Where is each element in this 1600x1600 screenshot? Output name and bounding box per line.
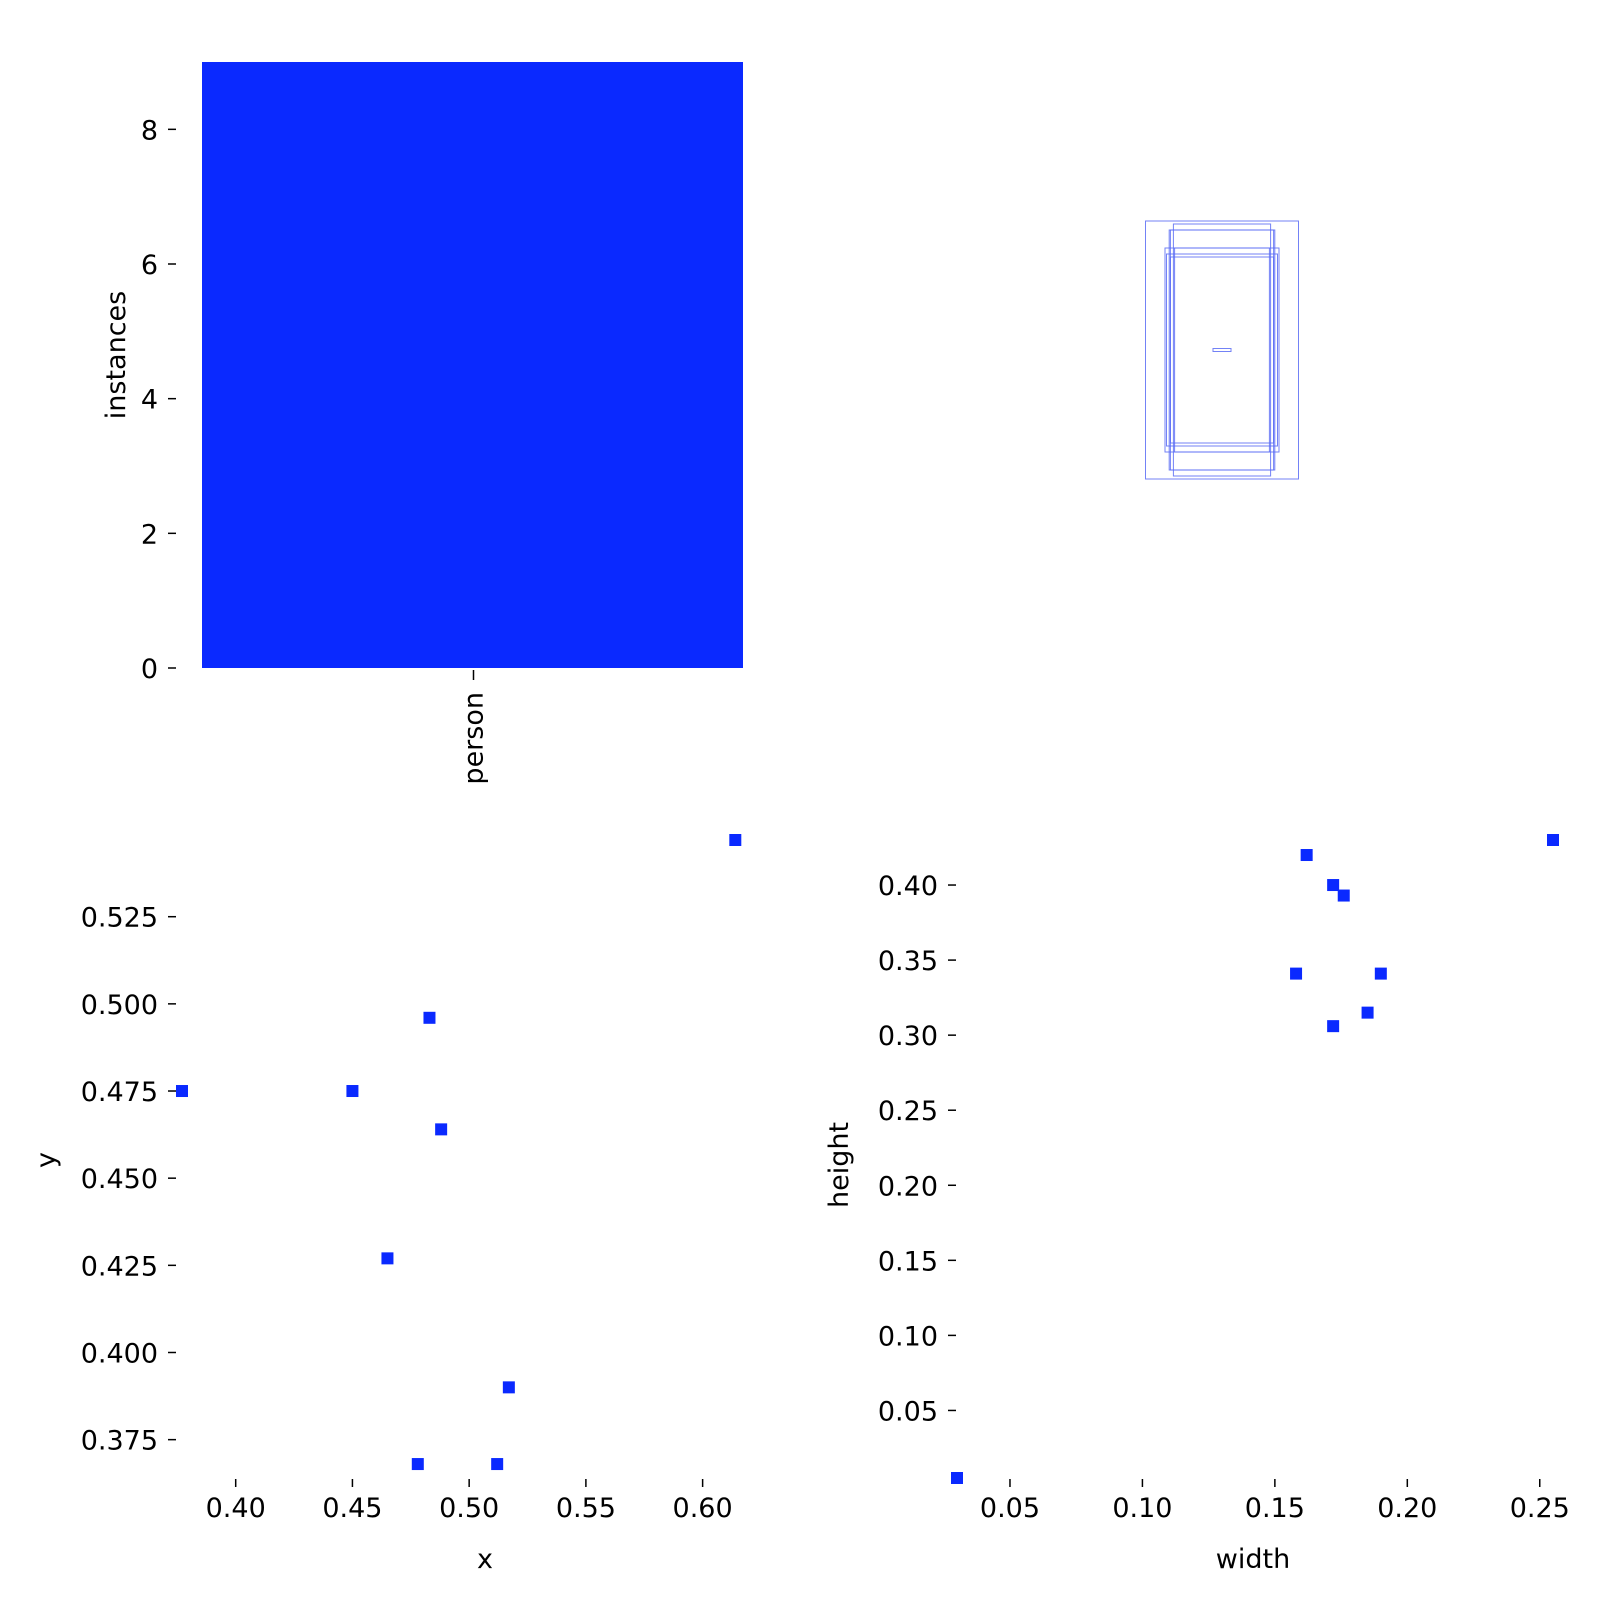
x-tick-label: 0.45 — [322, 1493, 382, 1524]
data-point — [729, 834, 742, 846]
x-tick-label: 0.05 — [980, 1493, 1040, 1524]
y-tick-label: 0.475 — [81, 1077, 158, 1108]
y-tick-label: 0.30 — [878, 1021, 938, 1052]
x-axis-label: x — [477, 1544, 493, 1575]
data-point — [346, 1085, 359, 1098]
data-point — [1327, 879, 1340, 892]
bar-person — [202, 62, 743, 668]
data-point — [1300, 849, 1313, 862]
y-tick-label: 0.25 — [878, 1096, 938, 1127]
y-tick-label: 8 — [141, 115, 158, 146]
x-axis-label: width — [1216, 1544, 1290, 1575]
y-tick-label: 4 — [141, 385, 158, 416]
y-axis-label: y — [31, 1152, 62, 1168]
y-axis-label: instances — [101, 291, 132, 419]
y-tick-label: 0.450 — [81, 1164, 158, 1195]
data-point — [1290, 967, 1303, 980]
data-point — [176, 1085, 188, 1098]
data-point — [1361, 1006, 1374, 1019]
y-tick-label: 0.10 — [878, 1321, 938, 1352]
label-box — [1164, 247, 1280, 453]
label-box — [1172, 223, 1272, 477]
width-height-scatter-chart: 0.05 0.10 0.15 0.20 0.25 0.30 0.35 0.40 0.05 0.10… — [824, 834, 1570, 1575]
label-box — [1169, 229, 1275, 471]
data-point — [411, 1458, 424, 1471]
label-box — [1169, 256, 1275, 444]
x-tick-label: 0.40 — [206, 1493, 266, 1524]
xy-scatter-chart: 0.375 0.400 0.425 0.450 0.475 0.500 0.525 0.40 0… — [31, 834, 742, 1575]
x-tick-label: 0.20 — [1377, 1493, 1437, 1524]
label-box — [1166, 253, 1278, 447]
data-point — [423, 1011, 436, 1024]
x-tick-label: person — [459, 692, 490, 785]
y-tick-label: 6 — [141, 250, 158, 281]
data-point — [381, 1252, 394, 1265]
data-point — [1327, 1020, 1340, 1033]
data-point — [1374, 967, 1387, 980]
box-overlay-chart — [1145, 220, 1299, 480]
x-tick-label: 0.10 — [1112, 1493, 1172, 1524]
y-tick-label: 0.500 — [81, 990, 158, 1021]
data-point — [491, 1458, 504, 1471]
y-tick-label: 0 — [141, 654, 158, 685]
y-tick-label: 0.525 — [81, 903, 158, 934]
y-tick-label: 0.425 — [81, 1251, 158, 1282]
y-tick-label: 0.400 — [81, 1338, 158, 1369]
data-point — [951, 1472, 963, 1484]
data-point — [502, 1381, 515, 1394]
y-tick-label: 0.35 — [878, 946, 938, 977]
label-box — [1212, 348, 1232, 352]
x-tick-label: 0.60 — [673, 1493, 733, 1524]
x-tick-label: 0.15 — [1245, 1493, 1305, 1524]
x-tick-label: 0.50 — [439, 1493, 499, 1524]
y-tick-label: 0.20 — [878, 1171, 938, 1202]
y-axis-label: height — [824, 1122, 855, 1208]
instances-bar-chart: 0 2 4 6 8 person instances — [101, 62, 743, 785]
y-tick-label: 0.15 — [878, 1246, 938, 1277]
y-tick-label: 0.05 — [878, 1396, 938, 1427]
data-point — [435, 1123, 448, 1136]
data-point — [1547, 834, 1559, 846]
x-tick-label: 0.55 — [556, 1493, 616, 1524]
label-box — [1145, 220, 1299, 480]
x-tick-label: 0.25 — [1510, 1493, 1570, 1524]
y-tick-label: 0.40 — [878, 871, 938, 902]
label-box — [1174, 247, 1270, 453]
y-tick-label: 2 — [141, 519, 158, 550]
data-point — [1337, 889, 1350, 902]
label-box — [1168, 229, 1276, 471]
y-tick-label: 0.375 — [81, 1426, 158, 1457]
